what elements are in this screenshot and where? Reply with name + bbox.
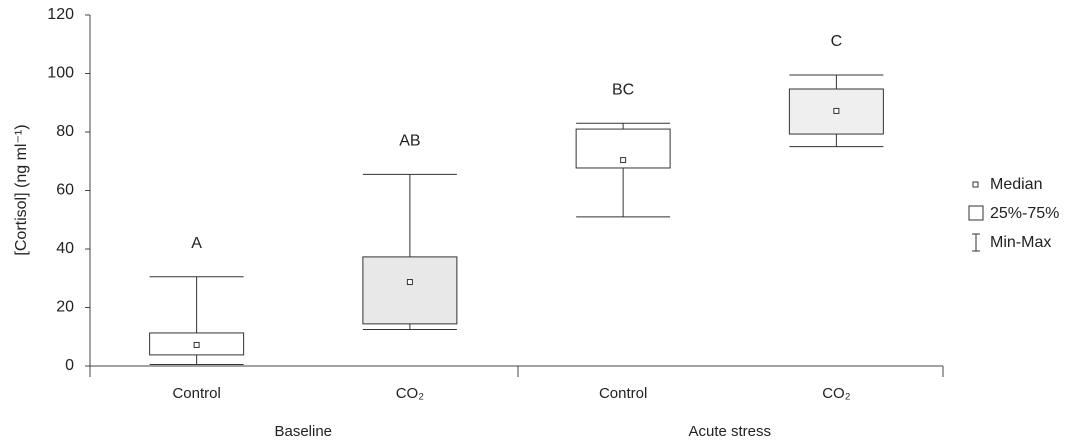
y-tick-label: 60 bbox=[56, 182, 74, 199]
legend-label: Min-Max bbox=[990, 234, 1051, 251]
y-tick-label: 80 bbox=[56, 123, 74, 140]
x-tick-label: Control bbox=[172, 385, 220, 402]
annotation: BC bbox=[612, 81, 634, 98]
y-axis-label: [Cortisol] (ng ml⁻¹) bbox=[13, 124, 30, 255]
y-tick-label: 0 bbox=[65, 357, 74, 374]
legend-label: Median bbox=[990, 176, 1042, 193]
y-tick-label: 100 bbox=[47, 65, 74, 82]
group-label: Acute stress bbox=[688, 423, 771, 440]
annotation: AB bbox=[399, 133, 420, 150]
legend-whisker-icon bbox=[972, 233, 980, 252]
median-marker bbox=[620, 157, 627, 164]
box bbox=[362, 256, 458, 325]
x-tick-label: CO₂ bbox=[822, 385, 851, 402]
x-tick-label: Control bbox=[599, 385, 647, 402]
median-marker bbox=[833, 107, 840, 114]
group-label: Baseline bbox=[274, 423, 332, 440]
y-tick-label: 40 bbox=[56, 240, 74, 257]
x-tick-label: CO₂ bbox=[396, 385, 425, 402]
annotation: A bbox=[191, 235, 202, 252]
annotation: C bbox=[831, 33, 843, 50]
y-tick-label: 20 bbox=[56, 299, 74, 316]
legend-label: 25%-75% bbox=[990, 205, 1059, 222]
legend-box-icon bbox=[968, 205, 984, 221]
median-marker bbox=[193, 341, 200, 348]
y-tick-label: 120 bbox=[47, 6, 74, 23]
legend-median-icon bbox=[972, 181, 979, 188]
median-marker bbox=[406, 279, 413, 286]
